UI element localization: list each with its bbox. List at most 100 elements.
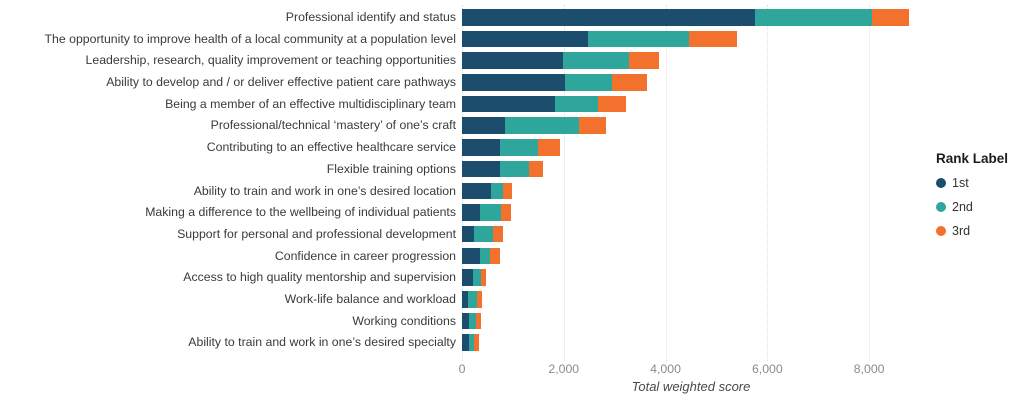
category-label: Flexible training options — [326, 161, 456, 176]
bar-row: Work-life balance and workload — [0, 290, 920, 313]
bar-segment-1st — [462, 95, 556, 113]
bar-segment-1st — [462, 74, 565, 91]
bar-track — [462, 225, 920, 243]
bar-segment-3rd — [493, 225, 503, 243]
bar-row: Being a member of an effective multidisc… — [0, 95, 920, 118]
bar-row: Ability to train and work in one’s desir… — [0, 182, 920, 205]
legend-item-2nd: 2nd — [936, 200, 1022, 214]
bar-segment-3rd — [490, 247, 500, 265]
gridline — [767, 5, 769, 361]
legend-item-1st: 1st — [936, 176, 1022, 190]
bar-track — [462, 139, 920, 156]
bar-segment-1st — [462, 269, 474, 286]
category-label: Being a member of an effective multidisc… — [165, 96, 456, 111]
bar-segment-1st — [462, 52, 563, 69]
x-tick-label: 6,000 — [751, 362, 783, 376]
bar-segment-2nd — [469, 334, 475, 351]
legend-title: Rank Label — [936, 151, 1009, 166]
bar-track — [462, 74, 920, 91]
category-label: Professional identify and status — [285, 10, 456, 24]
bar-segment-3rd — [872, 9, 910, 26]
x-axis-title: Total weighted score — [631, 379, 751, 394]
bar-segment-3rd — [475, 312, 482, 330]
category-label: Work-life balance and workload — [284, 291, 456, 306]
bar-segment-1st — [462, 117, 506, 135]
bar-row: Leadership, research, quality improvemen… — [0, 52, 920, 74]
bar-segment-1st — [462, 9, 756, 26]
bar-track — [462, 334, 920, 351]
bar-segment-1st — [462, 30, 589, 48]
bar-segment-3rd — [537, 139, 560, 156]
bar-row: Flexible training options — [0, 160, 920, 183]
bar-segment-2nd — [500, 160, 530, 178]
bar-track — [462, 290, 920, 308]
bar-track — [462, 117, 920, 135]
bar-segment-3rd — [611, 74, 647, 91]
bar-segment-2nd — [505, 117, 580, 135]
category-label: Making a difference to the wellbeing of … — [145, 205, 456, 220]
bar-segment-2nd — [480, 247, 491, 265]
bar-segment-3rd — [597, 95, 626, 113]
bar-segment-3rd — [689, 30, 737, 48]
bar-segment-2nd — [469, 312, 476, 330]
bar-segment-3rd — [481, 269, 487, 286]
bar-row: Making a difference to the wellbeing of … — [0, 204, 920, 226]
bar-row: The opportunity to improve health of a l… — [0, 30, 920, 53]
bar-track — [462, 95, 920, 113]
category-label: Ability to train and work in one’s desir… — [188, 335, 456, 350]
bar-segment-2nd — [473, 269, 482, 286]
gridline — [563, 5, 565, 361]
bar-row: Professional identify and status — [0, 9, 920, 31]
bar-segment-1st — [462, 204, 481, 221]
bar-segment-2nd — [500, 139, 538, 156]
bar-segment-2nd — [588, 30, 690, 48]
bar-segment-3rd — [474, 334, 479, 351]
bar-segment-1st — [462, 139, 501, 156]
legend-dot-3rd — [936, 226, 946, 236]
category-label: Access to high quality mentorship and su… — [183, 270, 456, 285]
category-label: Contributing to an effective healthcare … — [206, 140, 456, 155]
legend-label: 3rd — [952, 224, 971, 238]
bar-segment-1st — [462, 225, 475, 243]
plot-area: Professional identify and status The oppo… — [0, 9, 920, 356]
bar-segment-2nd — [480, 204, 502, 221]
bar-segment-2nd — [468, 290, 477, 308]
bar-segment-2nd — [555, 95, 598, 113]
category-label: The opportunity to improve health of a l… — [44, 31, 457, 46]
x-tick-label: 8,000 — [853, 362, 885, 376]
bar-segment-2nd — [564, 74, 612, 91]
bar-segment-3rd — [476, 290, 483, 308]
bar-track — [462, 52, 920, 69]
bar-segment-3rd — [502, 182, 513, 200]
bar-row: Working conditions — [0, 312, 920, 335]
x-tick-label: 4,000 — [650, 362, 681, 376]
bar-row: Support for personal and professional de… — [0, 225, 920, 248]
bar-segment-3rd — [579, 117, 606, 135]
bar-track — [462, 312, 920, 330]
bar-segment-1st — [462, 160, 501, 178]
legend-dot-1st — [936, 178, 946, 188]
category-label: Ability to train and work in one’s desir… — [193, 183, 456, 198]
bar-segment-2nd — [474, 225, 494, 243]
bar-segment-1st — [462, 312, 470, 330]
bar-track — [462, 247, 920, 265]
bar-segment-1st — [462, 334, 470, 351]
legend-dot-2nd — [936, 202, 946, 212]
bar-track — [462, 160, 920, 178]
category-label: Support for personal and professional de… — [177, 226, 456, 241]
bar-segment-1st — [462, 182, 491, 200]
gridline — [665, 5, 667, 361]
bar-track — [462, 204, 920, 221]
category-label: Ability to develop and / or deliver effe… — [106, 75, 456, 90]
legend: Rank Label 1st 2nd 3rd — [936, 151, 1022, 248]
bar-row: Access to high quality mentorship and su… — [0, 269, 920, 291]
bar-row: Ability to develop and / or deliver effe… — [0, 74, 920, 96]
bar-track — [462, 182, 920, 200]
x-tick-label: 0 — [458, 362, 466, 376]
legend-label: 2nd — [952, 200, 973, 214]
bar-segment-1st — [462, 247, 481, 265]
bar-track — [462, 269, 920, 286]
bar-segment-3rd — [501, 204, 512, 221]
legend-items: 1st 2nd 3rd — [936, 176, 1022, 238]
